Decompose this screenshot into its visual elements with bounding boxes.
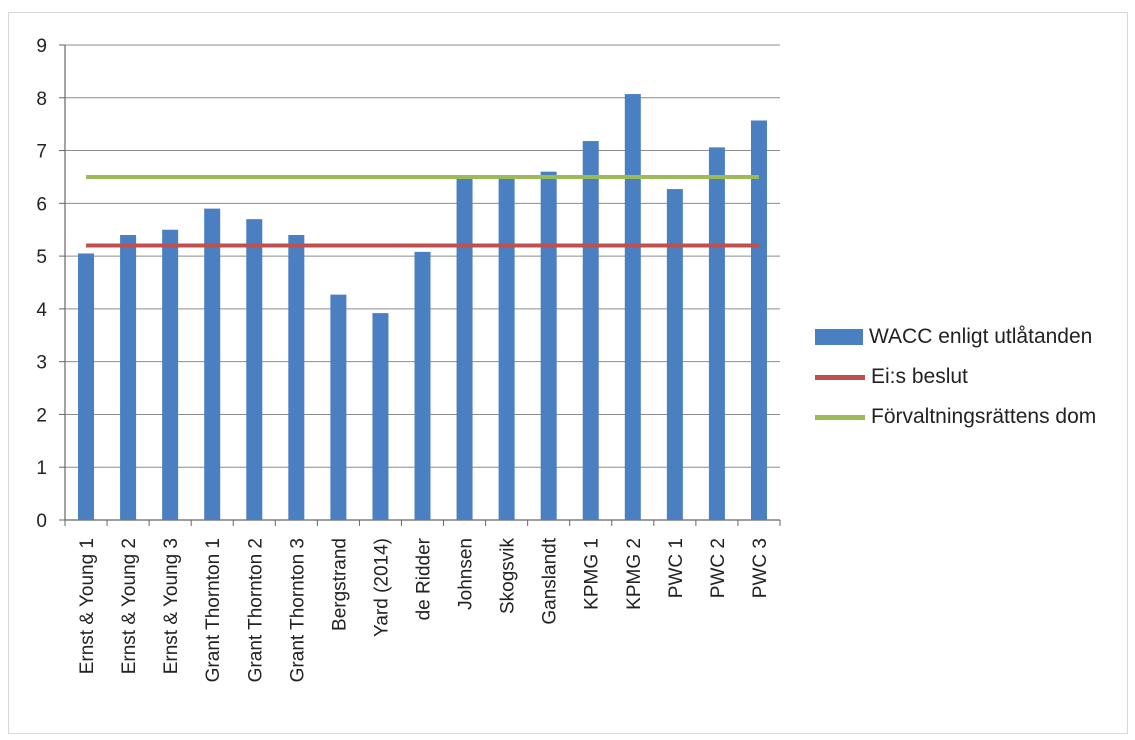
- bar-9: [414, 251, 431, 520]
- y-tick-label: 7: [36, 142, 47, 163]
- bar-2: [120, 235, 137, 520]
- x-tick-label: PWC 2: [708, 538, 729, 598]
- bar-12: [540, 171, 557, 520]
- y-tick-label: 4: [36, 300, 47, 321]
- x-tick-label: KPMG 1: [582, 538, 603, 610]
- chart-frame: [8, 12, 1128, 734]
- x-tick-label: Grant Thornton 2: [245, 538, 266, 682]
- x-tick-label: Grant Thornton 1: [203, 538, 224, 682]
- bar-3: [162, 229, 179, 520]
- line-series: [86, 174, 759, 248]
- bar-6: [288, 235, 305, 520]
- x-tick-label: Johnsen: [456, 538, 477, 610]
- legend-swatch-ei-beslut: [815, 374, 865, 380]
- legend-label-ei-beslut: Ei:s beslut: [871, 365, 968, 388]
- x-tick-labels: Ernst & Young 1 Ernst & Young 2 Ernst & Yo…: [77, 537, 771, 682]
- x-tick-label: Skogsvik: [498, 538, 519, 615]
- y-tick-label: 9: [36, 36, 47, 57]
- bar-15: [666, 189, 683, 521]
- bar-1: [78, 253, 95, 520]
- bar-4: [204, 208, 221, 520]
- legend-swatch-wacc: [815, 329, 863, 345]
- y-tick-label: 1: [36, 458, 47, 479]
- x-tick-label: KPMG 2: [624, 538, 645, 610]
- bar-17: [750, 120, 767, 520]
- bar-13: [582, 141, 599, 521]
- gridlines: [65, 44, 780, 468]
- legend-item-forvaltningsratten: Förvaltningsrättens dom: [815, 397, 1096, 437]
- legend-label-forvaltningsratten: Förvaltningsrättens dom: [871, 405, 1097, 428]
- x-tick-label: Ernst & Young 2: [119, 538, 140, 674]
- legend: WACC enligt utlåtanden Ei:s beslut Förva…: [815, 317, 1096, 437]
- legend-swatch-forvaltningsratten: [815, 414, 865, 420]
- x-tick-label: de Ridder: [414, 537, 435, 620]
- y-tick-label: 8: [36, 89, 47, 110]
- bar-14: [624, 94, 641, 520]
- legend-item-wacc: WACC enligt utlåtanden: [815, 317, 1096, 357]
- bar-7: [330, 294, 347, 520]
- y-tick-labels: 0 1 2 3 4 5 6 7 8 9: [36, 36, 47, 532]
- bar-11: [498, 176, 515, 520]
- bar-5: [246, 219, 263, 520]
- bar-16: [708, 147, 725, 520]
- x-tick-label: Ernst & Young 3: [161, 538, 182, 674]
- x-tick-label: Yard (2014): [371, 538, 392, 637]
- legend-label-wacc: WACC enligt utlåtanden: [869, 325, 1093, 348]
- x-tick-label: Ernst & Young 1: [77, 538, 98, 674]
- y-tick-label: 2: [36, 405, 47, 426]
- bar-10: [456, 176, 473, 520]
- legend-item-ei-beslut: Ei:s beslut: [815, 357, 1096, 397]
- bar-8: [372, 313, 389, 520]
- x-tick-label: Bergstrand: [329, 538, 350, 631]
- x-tick-label: Ganslandt: [540, 537, 561, 624]
- x-tick-label: PWC 1: [666, 538, 687, 598]
- x-tick-label: PWC 3: [750, 538, 771, 598]
- y-tick-label: 5: [36, 247, 47, 268]
- bar-series: [78, 94, 767, 521]
- y-tick-label: 3: [36, 353, 47, 374]
- x-tick-label: Grant Thornton 3: [287, 538, 308, 682]
- y-tick-label: 6: [36, 194, 47, 215]
- y-tick-label: 0: [36, 511, 47, 532]
